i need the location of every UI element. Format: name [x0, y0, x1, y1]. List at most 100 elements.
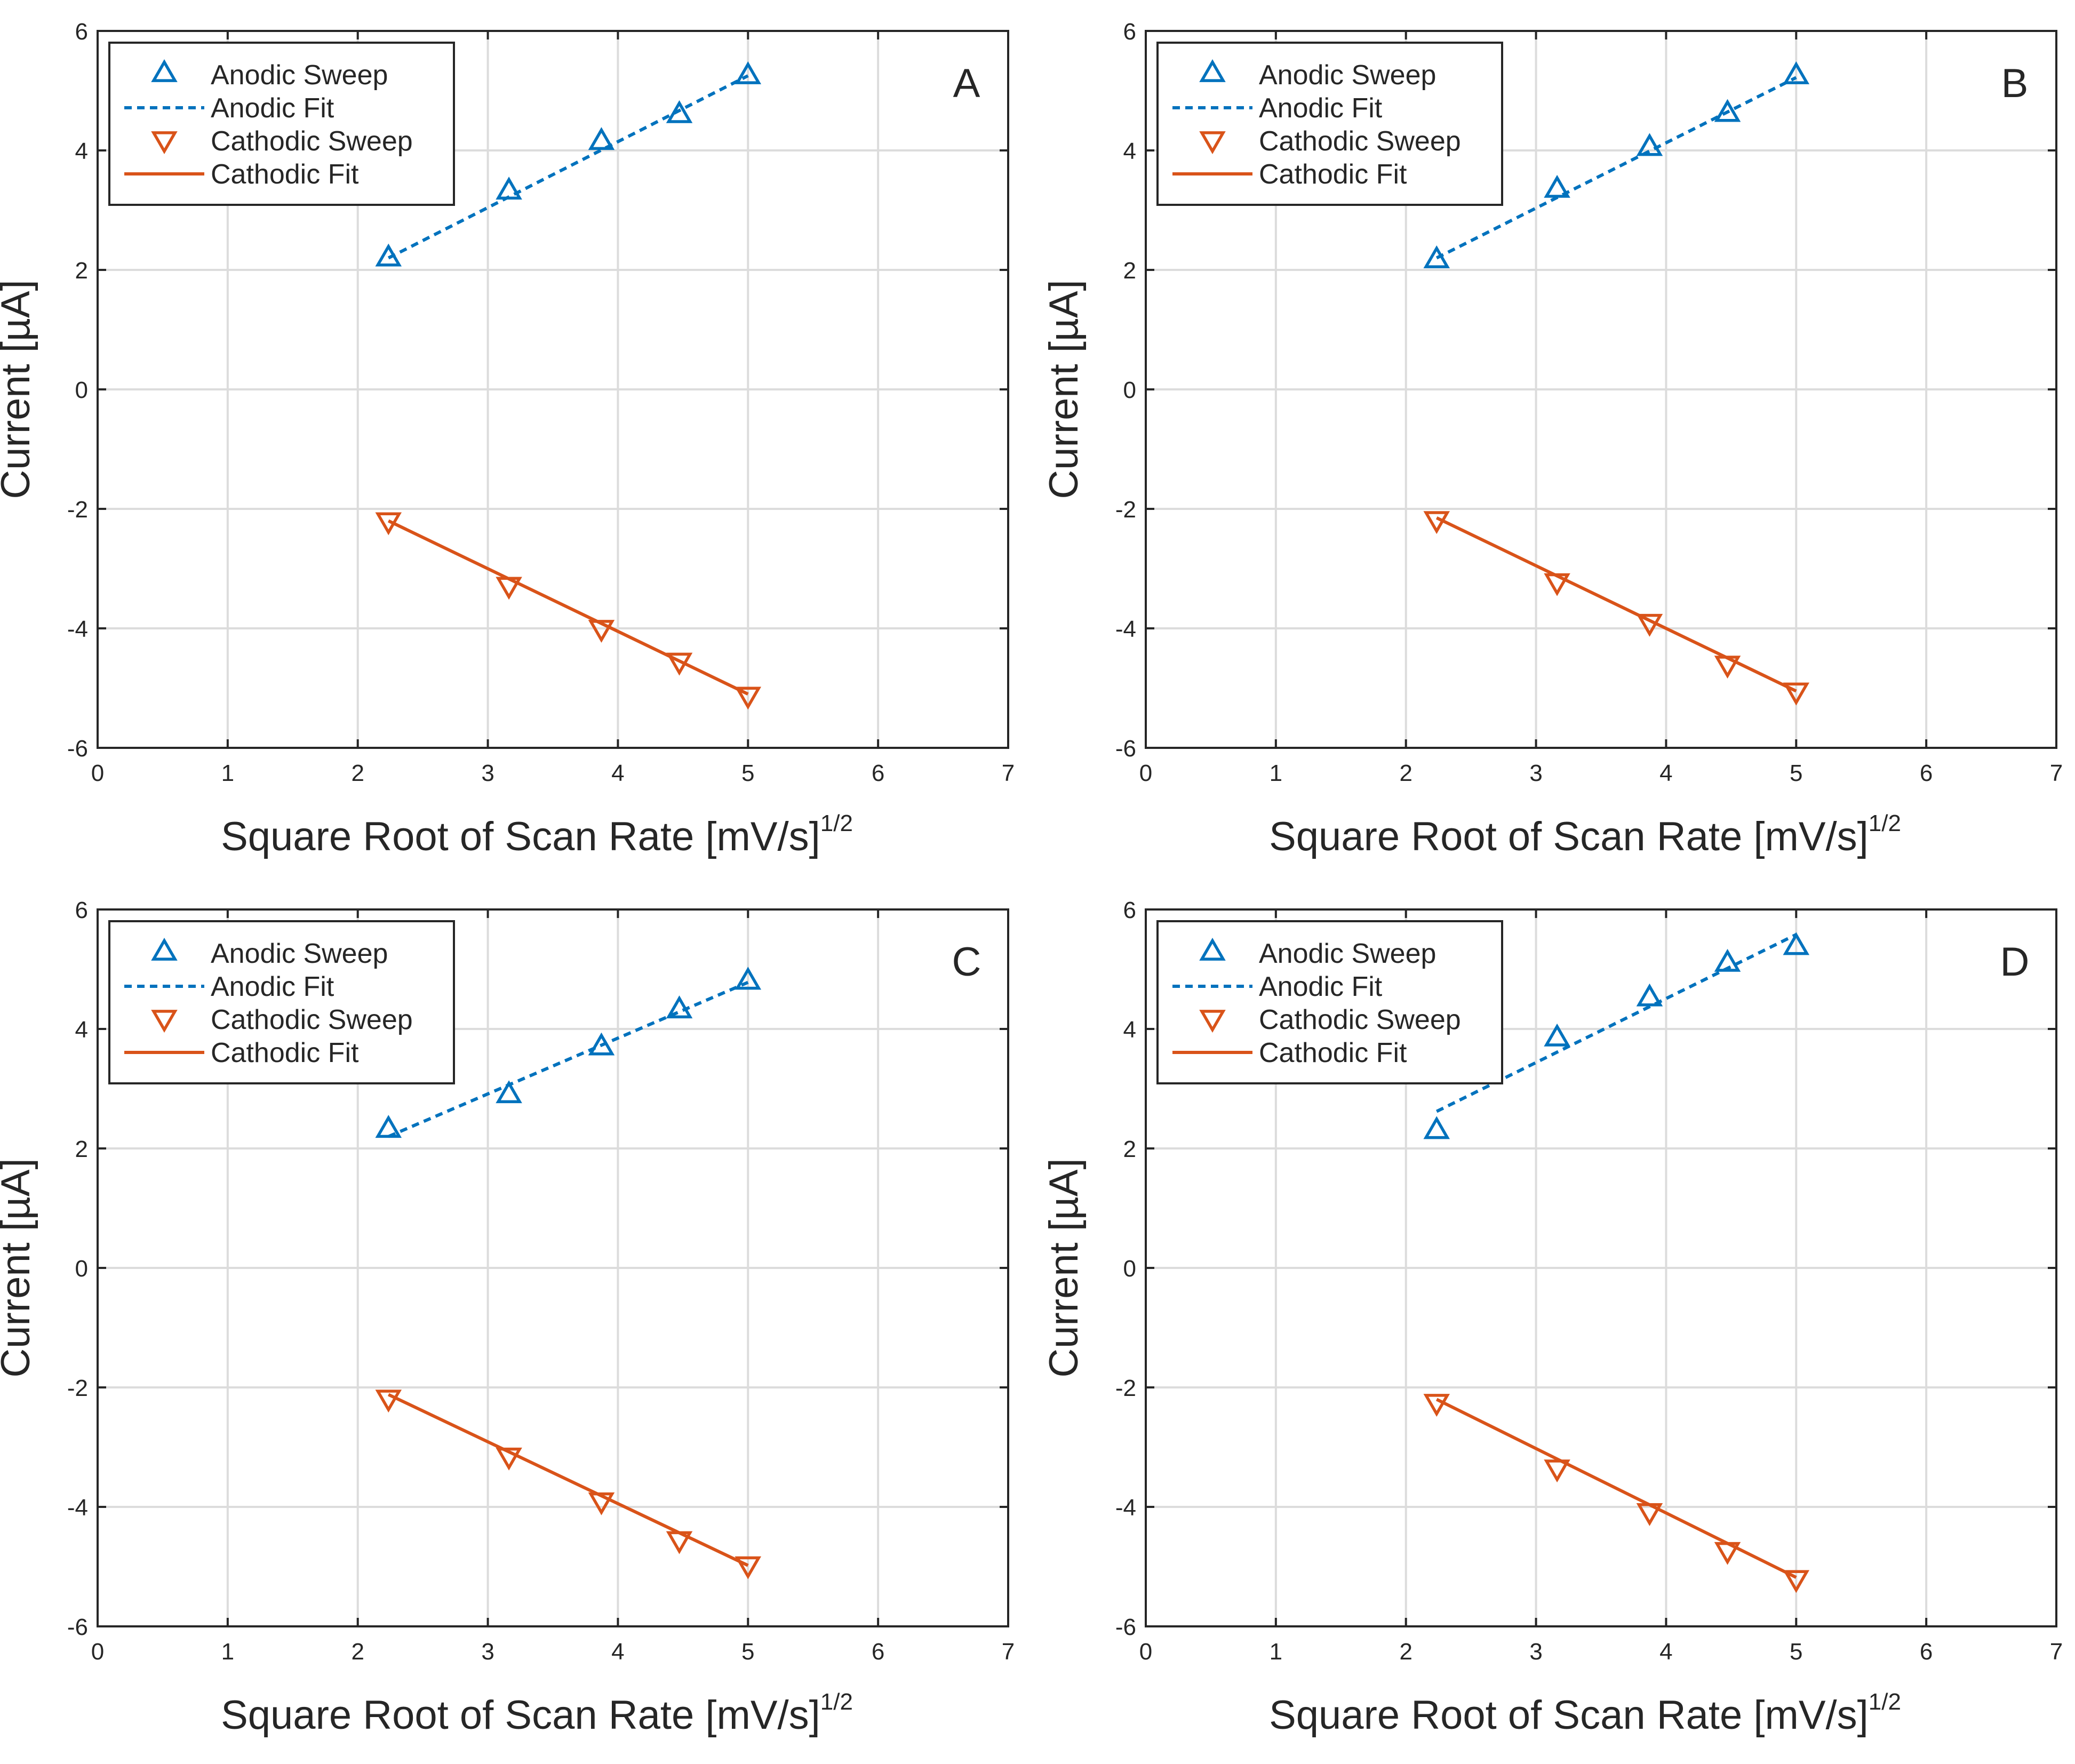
- cathodic-sweep-point: [588, 620, 615, 643]
- legend-triangle-down-icon: [151, 131, 178, 154]
- anodic-sweep-point: [496, 1080, 522, 1104]
- x-axis-label: Square Root of Scan Rate [mV/s]1/2: [1269, 1689, 1901, 1738]
- y-tick-label: -2: [1115, 1375, 1136, 1401]
- y-tick-label: 4: [75, 1017, 88, 1043]
- legend-entry-label: Cathodic Fit: [211, 159, 359, 190]
- x-tick-label: 6: [872, 1639, 884, 1665]
- cathodic-sweep-point: [496, 1447, 522, 1471]
- y-tick-label: -4: [67, 616, 88, 642]
- legend-triangle-down-icon: [151, 1010, 178, 1033]
- anodic-sweep-point: [735, 61, 762, 84]
- y-tick-label: 2: [75, 1136, 88, 1162]
- y-tick-label: 6: [1123, 19, 1136, 45]
- cathodic-sweep-point: [735, 1556, 762, 1579]
- y-tick-label: 6: [75, 19, 88, 45]
- y-tick-label: 6: [75, 897, 88, 923]
- cathodic-sweep-point: [375, 1390, 402, 1413]
- y-tick-label: -2: [67, 497, 88, 523]
- legend-box: [108, 920, 455, 1084]
- y-tick-label: 0: [75, 1256, 88, 1282]
- panel-letter: D: [2000, 939, 2030, 985]
- x-tick-label: 2: [351, 1639, 364, 1665]
- panel-b: 0 1 2 3 4 5 6 7 -6 -4 -2 0 2 4 6 Square Root of Scan Ra…: [1041, 19, 2063, 859]
- x-tick-label: 6: [1920, 760, 1933, 786]
- y-axis-label: Current [µA]: [0, 1158, 38, 1377]
- x-tick-label: 1: [221, 1639, 234, 1665]
- panel-c: 0 1 2 3 4 5 6 7 -6 -4 -2 0 2 4 6 Square Root of Scan Ra…: [0, 897, 1015, 1738]
- x-axis-label-text: Square Root of Scan Rate [mV/s]: [1269, 814, 1869, 859]
- cathodic-sweep-point: [1714, 1542, 1741, 1565]
- legend-entry-label: Cathodic Fit: [1259, 159, 1407, 190]
- x-tick-label: 1: [1270, 1639, 1282, 1665]
- cathodic-sweep-point: [1714, 656, 1741, 679]
- anodic-sweep-point: [588, 127, 615, 150]
- y-axis-label: Current [µA]: [0, 280, 38, 499]
- x-tick-label: 4: [1659, 1639, 1672, 1665]
- legend-entry-label: Cathodic Sweep: [211, 126, 413, 157]
- x-axis-label-text: Square Root of Scan Rate [mV/s]: [1269, 1693, 1869, 1738]
- x-axis-label-superscript: 1/2: [820, 1689, 853, 1715]
- anodic-sweep-point: [1783, 932, 1810, 955]
- cathodic-sweep-point: [496, 577, 522, 600]
- cathodic-sweep-point: [666, 652, 693, 676]
- panel-letter: B: [2001, 61, 2029, 106]
- legend-entry-label: Anodic Sweep: [1259, 60, 1436, 91]
- y-tick-label: -4: [67, 1495, 88, 1521]
- legend-triangle-up-icon: [1199, 938, 1226, 961]
- series-cathodic-fit-line: [387, 519, 749, 696]
- legend-box: [1156, 920, 1503, 1084]
- y-tick-label: 2: [75, 258, 88, 284]
- x-tick-label: 0: [1139, 1639, 1152, 1665]
- anodic-sweep-point: [1636, 983, 1663, 1007]
- anodic-sweep-point: [496, 177, 522, 200]
- anodic-sweep-point: [666, 995, 693, 1019]
- x-tick-label: 2: [351, 760, 364, 786]
- x-axis-label-text: Square Root of Scan Rate [mV/s]: [221, 814, 820, 859]
- y-tick-label: -4: [1115, 616, 1136, 642]
- y-tick-label: 6: [1123, 897, 1136, 923]
- y-tick-label: 0: [75, 377, 88, 403]
- y-tick-label: -6: [67, 1614, 88, 1640]
- legend-box: [108, 42, 455, 206]
- anodic-sweep-point: [1714, 99, 1741, 122]
- cathodic-sweep-point: [1423, 1394, 1450, 1417]
- y-axis-label: Current [µA]: [1041, 1158, 1087, 1377]
- anodic-sweep-point: [1544, 1023, 1570, 1047]
- x-tick-label: 0: [91, 1639, 104, 1665]
- x-tick-label: 1: [1270, 760, 1282, 786]
- x-tick-label: 0: [91, 760, 104, 786]
- legend-entry-label: Cathodic Fit: [211, 1037, 359, 1068]
- x-tick-label: 1: [221, 760, 234, 786]
- anodic-sweep-point: [1544, 174, 1570, 198]
- x-tick-label: 7: [2050, 1639, 2063, 1665]
- cathodic-sweep-point: [735, 687, 762, 710]
- legend-entry-label: Anodic Fit: [1259, 971, 1383, 1002]
- legend-entry-label: Anodic Sweep: [211, 938, 388, 969]
- cathodic-sweep-point: [1544, 573, 1570, 596]
- cathodic-sweep-point: [588, 1492, 615, 1515]
- cathodic-sweep-point: [1544, 1459, 1570, 1483]
- x-axis-label-superscript: 1/2: [820, 810, 853, 836]
- legend-entry-label: Cathodic Fit: [1259, 1037, 1407, 1068]
- panel-a: 0 1 2 3 4 5 6 7 -6 -4 -2 0 2 4 6 Square Root of Scan Ra…: [0, 19, 1015, 859]
- x-axis-label: Square Root of Scan Rate [mV/s]1/2: [1269, 810, 1901, 859]
- x-tick-label: 4: [1659, 760, 1672, 786]
- legend-triangle-up-icon: [151, 938, 178, 961]
- x-axis-label-text: Square Root of Scan Rate [mV/s]: [221, 1693, 820, 1738]
- y-tick-label: 4: [75, 138, 88, 164]
- y-tick-label: -6: [1115, 736, 1136, 762]
- x-tick-label: 6: [872, 760, 884, 786]
- cathodic-sweep-point: [1636, 1503, 1663, 1526]
- cathodic-sweep-point: [1636, 613, 1663, 637]
- legend-entry-label: Anodic Fit: [211, 971, 334, 1002]
- x-tick-label: 0: [1139, 760, 1152, 786]
- y-tick-label: 4: [1123, 1017, 1136, 1043]
- y-tick-label: -2: [1115, 497, 1136, 523]
- y-tick-label: 2: [1123, 258, 1136, 284]
- x-tick-label: 3: [1529, 760, 1542, 786]
- cathodic-sweep-point: [375, 512, 402, 536]
- series-anodic-fit-line: [387, 74, 749, 260]
